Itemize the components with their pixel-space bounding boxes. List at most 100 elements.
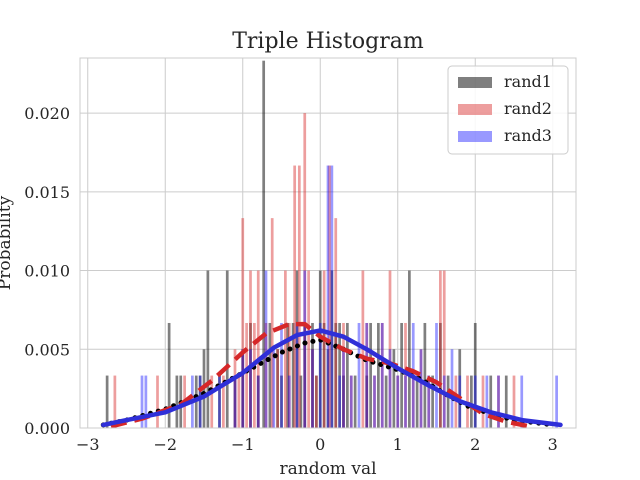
histogram-bar: [241, 349, 245, 428]
histogram-bar: [373, 375, 376, 428]
histogram-bar: [446, 375, 450, 428]
histogram-bar: [241, 349, 245, 428]
histogram-bar: [253, 322, 256, 428]
x-tick-label: −1: [231, 435, 255, 454]
histogram-bar: [287, 322, 291, 428]
histogram-bar: [218, 375, 221, 428]
histogram-bar: [233, 375, 237, 428]
histogram-bar: [400, 322, 403, 428]
histogram-bar: [322, 270, 326, 428]
histogram-bar: [427, 375, 431, 428]
y-tick-label: 0.020: [24, 104, 70, 123]
x-tick-label: 2: [470, 435, 480, 454]
histogram-bar: [439, 270, 442, 428]
histogram-bar: [369, 322, 372, 428]
histogram-bar: [311, 349, 314, 428]
histogram-bar: [380, 322, 384, 428]
histogram-bar: [297, 165, 301, 428]
histogram-bar: [396, 375, 400, 428]
histogram-bar: [241, 218, 245, 428]
histogram-bar: [140, 375, 144, 428]
histogram-bar: [156, 375, 159, 428]
histogram-bar: [408, 270, 411, 428]
x-tick-label: −3: [76, 435, 100, 454]
histogram-bar: [315, 375, 318, 428]
histogram-bar: [334, 218, 338, 428]
histogram-bar: [225, 270, 229, 428]
histogram-bar: [311, 322, 314, 428]
histogram-bar: [489, 375, 493, 428]
histogram-bar: [284, 270, 287, 428]
legend-swatch-rand1: [458, 77, 492, 88]
histogram-bar: [198, 375, 202, 428]
histogram-bar: [380, 322, 384, 428]
histogram-bar: [322, 322, 326, 428]
histogram-bar: [144, 375, 148, 428]
y-tick-label: 0.005: [24, 340, 70, 359]
histogram-bar: [473, 375, 477, 428]
x-tick-label: 3: [548, 435, 558, 454]
histogram-bar: [326, 349, 330, 428]
histogram-bar: [318, 322, 322, 428]
histogram-bar: [249, 270, 252, 428]
histogram-bar: [419, 349, 423, 428]
histogram-bar: [442, 375, 446, 428]
histogram-bar: [504, 375, 508, 428]
histogram-bar: [256, 375, 260, 428]
histogram-bar: [105, 375, 109, 428]
histogram-bar: [442, 270, 446, 428]
legend-label-rand1: rand1: [504, 72, 552, 91]
legend: rand1 rand2 rand3: [447, 65, 569, 155]
series-rand1-bars: [105, 60, 508, 428]
histogram-bar: [256, 375, 260, 428]
legend-swatch-rand3: [458, 131, 492, 142]
histogram-bar: [311, 349, 314, 428]
histogram-bar: [270, 218, 274, 428]
histogram-bar: [411, 375, 415, 428]
histogram-bar: [293, 165, 297, 428]
histogram-bar: [264, 270, 268, 428]
histogram-bar: [497, 375, 500, 428]
histogram-bar: [233, 349, 237, 428]
histogram-bar: [233, 375, 237, 428]
legend-swatch-rand2: [458, 104, 492, 115]
histogram-bar: [330, 270, 334, 428]
histogram-bar: [396, 375, 400, 428]
histogram-bar: [268, 322, 272, 428]
histogram-bar: [338, 322, 341, 428]
histogram-bar: [245, 322, 248, 428]
x-axis-label: random val: [279, 459, 376, 479]
y-axis-label: Probability: [0, 195, 15, 290]
histogram-bar: [167, 322, 171, 428]
histogram-bar: [470, 375, 473, 428]
histogram-bar: [249, 322, 252, 428]
histogram-bar: [291, 322, 295, 428]
histogram-bar: [249, 349, 252, 428]
histogram-bar: [423, 322, 427, 428]
x-axis-ticks: −3 −2 −1 0 1 2 3: [76, 435, 558, 454]
histogram-bar: [328, 165, 331, 428]
series-rand2-bars: [113, 113, 516, 428]
histogram-bar: [303, 322, 307, 428]
y-axis-ticks: 0.000 0.005 0.010 0.015 0.020: [24, 104, 70, 438]
x-tick-label: −2: [153, 435, 177, 454]
histogram-bar: [264, 322, 268, 428]
histogram-bars: [105, 60, 558, 428]
histogram-bar: [388, 349, 392, 428]
histogram-bar: [357, 322, 361, 428]
histogram-bar: [218, 375, 221, 428]
histogram-bar: [392, 349, 396, 428]
histogram-bar: [431, 375, 434, 428]
histogram-bar: [404, 375, 407, 428]
histogram-bar: [175, 375, 179, 428]
histogram-bar: [315, 375, 318, 428]
histogram-bar: [198, 375, 202, 428]
histogram-bar: [338, 375, 341, 428]
histogram-bar: [303, 113, 307, 428]
kde-lines: [100, 321, 563, 429]
histogram-bar: [555, 375, 558, 428]
histogram-bar: [276, 349, 279, 428]
histogram-bar: [384, 375, 388, 428]
histogram-bar: [485, 375, 489, 428]
histogram-bar: [113, 375, 117, 428]
